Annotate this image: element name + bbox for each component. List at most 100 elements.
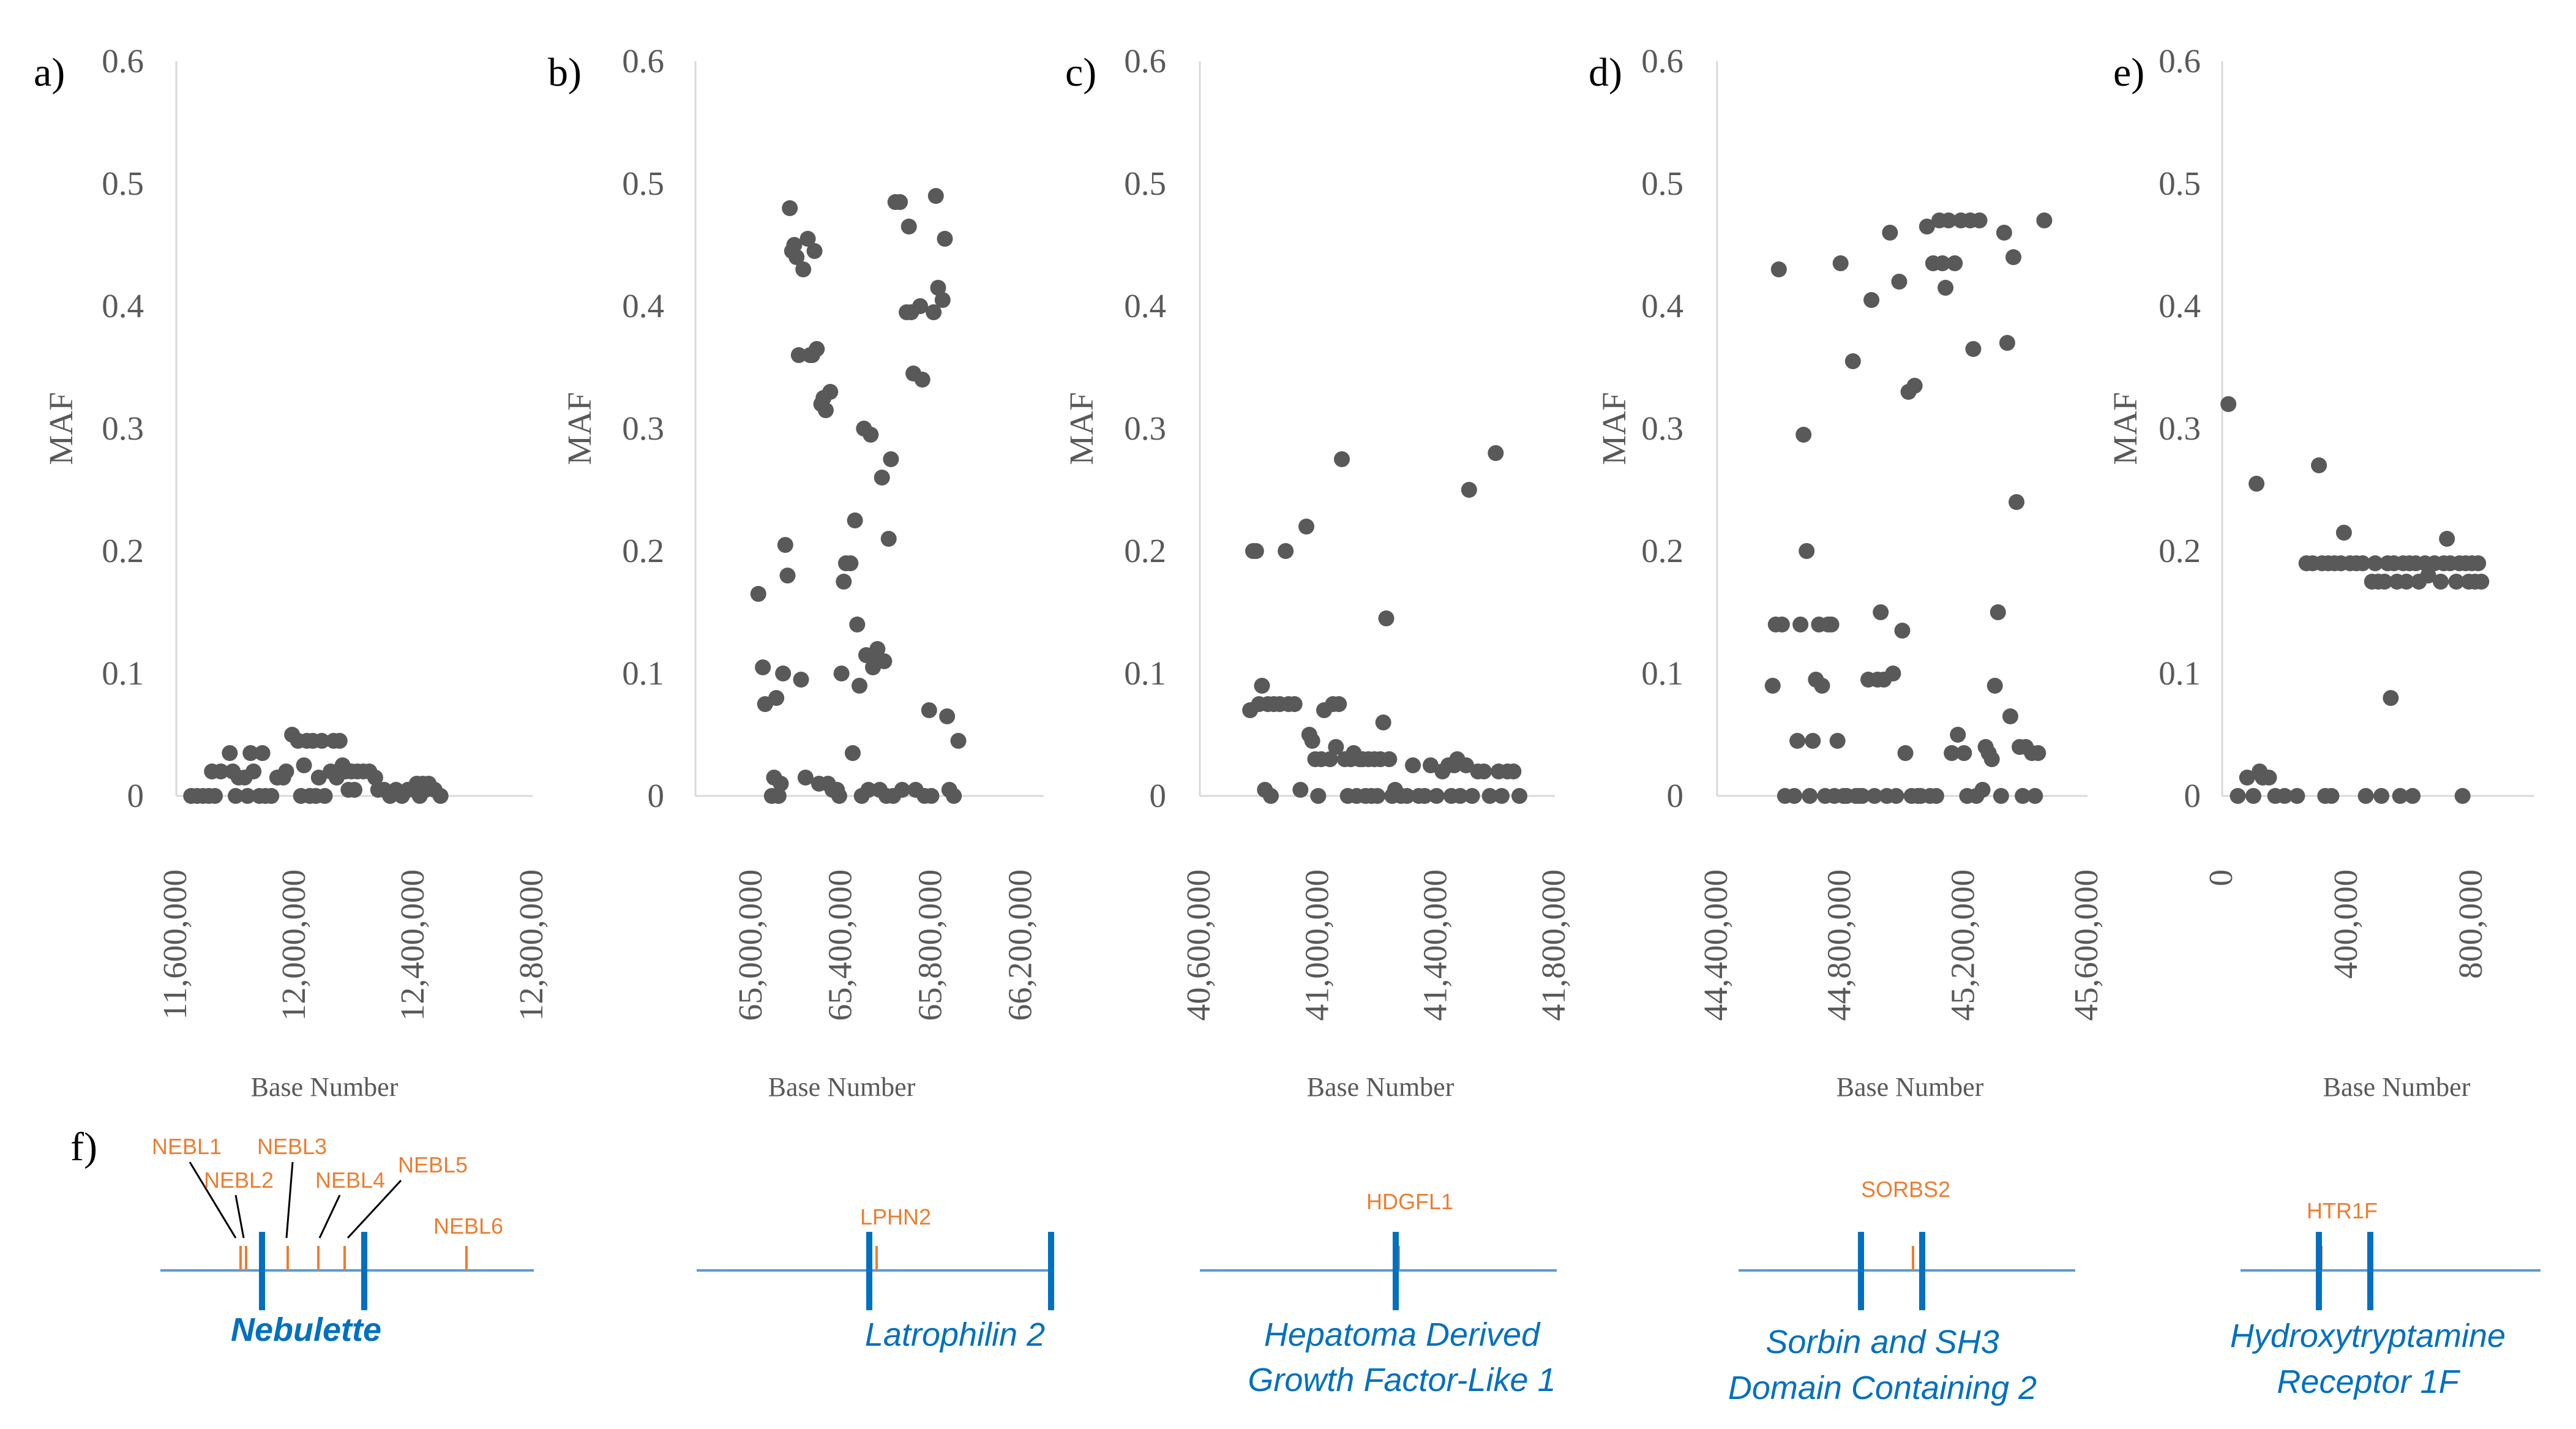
- data-point: [1956, 745, 1972, 761]
- y-tick-label: 0.3: [622, 410, 664, 447]
- scatter-panel-4: d) 0 0.1 0.2 0.3 0.4 0.5 0.6 MAF 44,400,000 44,800…: [1589, 42, 2105, 1102]
- data-point: [844, 745, 861, 761]
- x-axis-label: Base Number: [2323, 1072, 2471, 1102]
- region-name: Domain Containing 2: [1728, 1370, 2037, 1406]
- data-point: [797, 770, 814, 786]
- data-point: [1814, 678, 1830, 694]
- data-point: [1375, 714, 1391, 730]
- data-point: [795, 261, 812, 277]
- data-point: [912, 298, 929, 314]
- data-point: [847, 512, 863, 528]
- data-point: [894, 782, 910, 798]
- x-tick-label: 11,600,000: [156, 869, 193, 1019]
- panel-label: e): [2113, 50, 2144, 95]
- region-name: Sorbin and SH3: [1765, 1324, 1999, 1360]
- data-point: [1885, 666, 1901, 681]
- y-tick-label: 0.6: [622, 42, 664, 80]
- x-tick-label: 66,200,000: [1001, 869, 1038, 1021]
- data-point: [900, 219, 917, 234]
- panel-label: a): [34, 50, 65, 95]
- gene-label: NEBL3: [257, 1134, 327, 1159]
- data-point: [923, 788, 940, 804]
- data-point: [2015, 788, 2031, 804]
- data-point: [863, 427, 879, 443]
- data-point: [836, 574, 852, 590]
- panel-label: d): [1589, 50, 1622, 95]
- data-point: [2398, 574, 2414, 590]
- data-point: [1476, 763, 1492, 779]
- x-tick-label: 65,000,000: [732, 869, 769, 1021]
- y-axis-label: MAF: [1063, 392, 1100, 465]
- data-point: [842, 555, 859, 571]
- data-point: [1458, 757, 1474, 773]
- data-point: [2277, 788, 2293, 804]
- y-tick-label: 0.4: [622, 287, 664, 324]
- y-tick-label: 0.2: [102, 532, 144, 569]
- data-point: [773, 776, 789, 792]
- data-point: [245, 763, 262, 779]
- x-tick-label: 45,200,000: [1944, 869, 1981, 1021]
- gene-track-4: SORBS2 Sorbin and SH3 Domain Containing 2: [1728, 1177, 2075, 1406]
- gene-label: NEBL4: [315, 1168, 385, 1193]
- region-name: Latrophilin 2: [865, 1316, 1045, 1353]
- data-point: [2230, 788, 2246, 804]
- y-tick-label: 0.2: [2159, 532, 2201, 569]
- panel-label: f): [70, 1125, 97, 1169]
- y-tick-label: 0.1: [102, 654, 144, 692]
- data-point: [777, 537, 793, 553]
- data-point: [2323, 788, 2340, 804]
- scatter-panel-3: c) 0 0.1 0.2 0.3 0.4 0.5 0.6 MAF 40,600,000 41,000…: [1063, 42, 1572, 1102]
- data-point: [799, 231, 816, 247]
- data-point: [1369, 788, 1385, 804]
- data-point: [1799, 543, 1815, 559]
- data-point: [1792, 617, 1809, 632]
- gene-leader-line: [318, 1195, 341, 1239]
- x-tick-label: 41,400,000: [1417, 869, 1454, 1021]
- data-point: [817, 402, 834, 418]
- data-point: [914, 372, 930, 388]
- data-point: [316, 788, 333, 804]
- data-point: [1844, 353, 1861, 369]
- region-name: Nebulette: [231, 1311, 381, 1348]
- data-point: [2439, 531, 2455, 547]
- data-point: [786, 237, 803, 253]
- gene-label: NEBL2: [204, 1168, 274, 1193]
- y-tick-label: 0.4: [2159, 287, 2201, 324]
- data-point: [1764, 678, 1781, 694]
- data-point: [2335, 525, 2352, 541]
- y-axis-label: MAF: [561, 392, 598, 465]
- data-point: [1965, 341, 1982, 357]
- data-point: [1789, 733, 1806, 749]
- data-point: [2005, 249, 2021, 265]
- data-point: [1481, 788, 1498, 804]
- data-point: [367, 770, 383, 786]
- data-point: [2470, 555, 2487, 571]
- data-point: [1248, 543, 1264, 559]
- data-point: [934, 292, 951, 308]
- data-point: [755, 659, 771, 675]
- data-point: [860, 782, 877, 798]
- y-tick-label: 0.1: [1124, 654, 1166, 692]
- x-tick-label: 12,800,000: [512, 869, 550, 1021]
- data-point: [1286, 696, 1303, 712]
- data-point: [1770, 261, 1787, 277]
- data-point: [937, 231, 953, 247]
- y-tick-label: 0.2: [622, 532, 664, 569]
- data-point: [1993, 788, 2009, 804]
- data-point: [1802, 788, 1818, 804]
- y-tick-label: 0.3: [1641, 410, 1683, 447]
- data-point: [946, 788, 962, 804]
- data-point: [1891, 274, 1908, 290]
- x-tick-label: 800,000: [2452, 869, 2489, 979]
- data-point: [1464, 788, 1480, 804]
- data-point: [782, 200, 798, 216]
- x-tick-label: 41,000,000: [1298, 869, 1335, 1021]
- data-point: [1888, 788, 1904, 804]
- data-point: [1494, 788, 1510, 804]
- data-point: [1947, 255, 1963, 271]
- data-point: [346, 782, 362, 798]
- data-point: [927, 188, 944, 204]
- data-point: [2473, 574, 2490, 590]
- data-point: [1773, 617, 1790, 632]
